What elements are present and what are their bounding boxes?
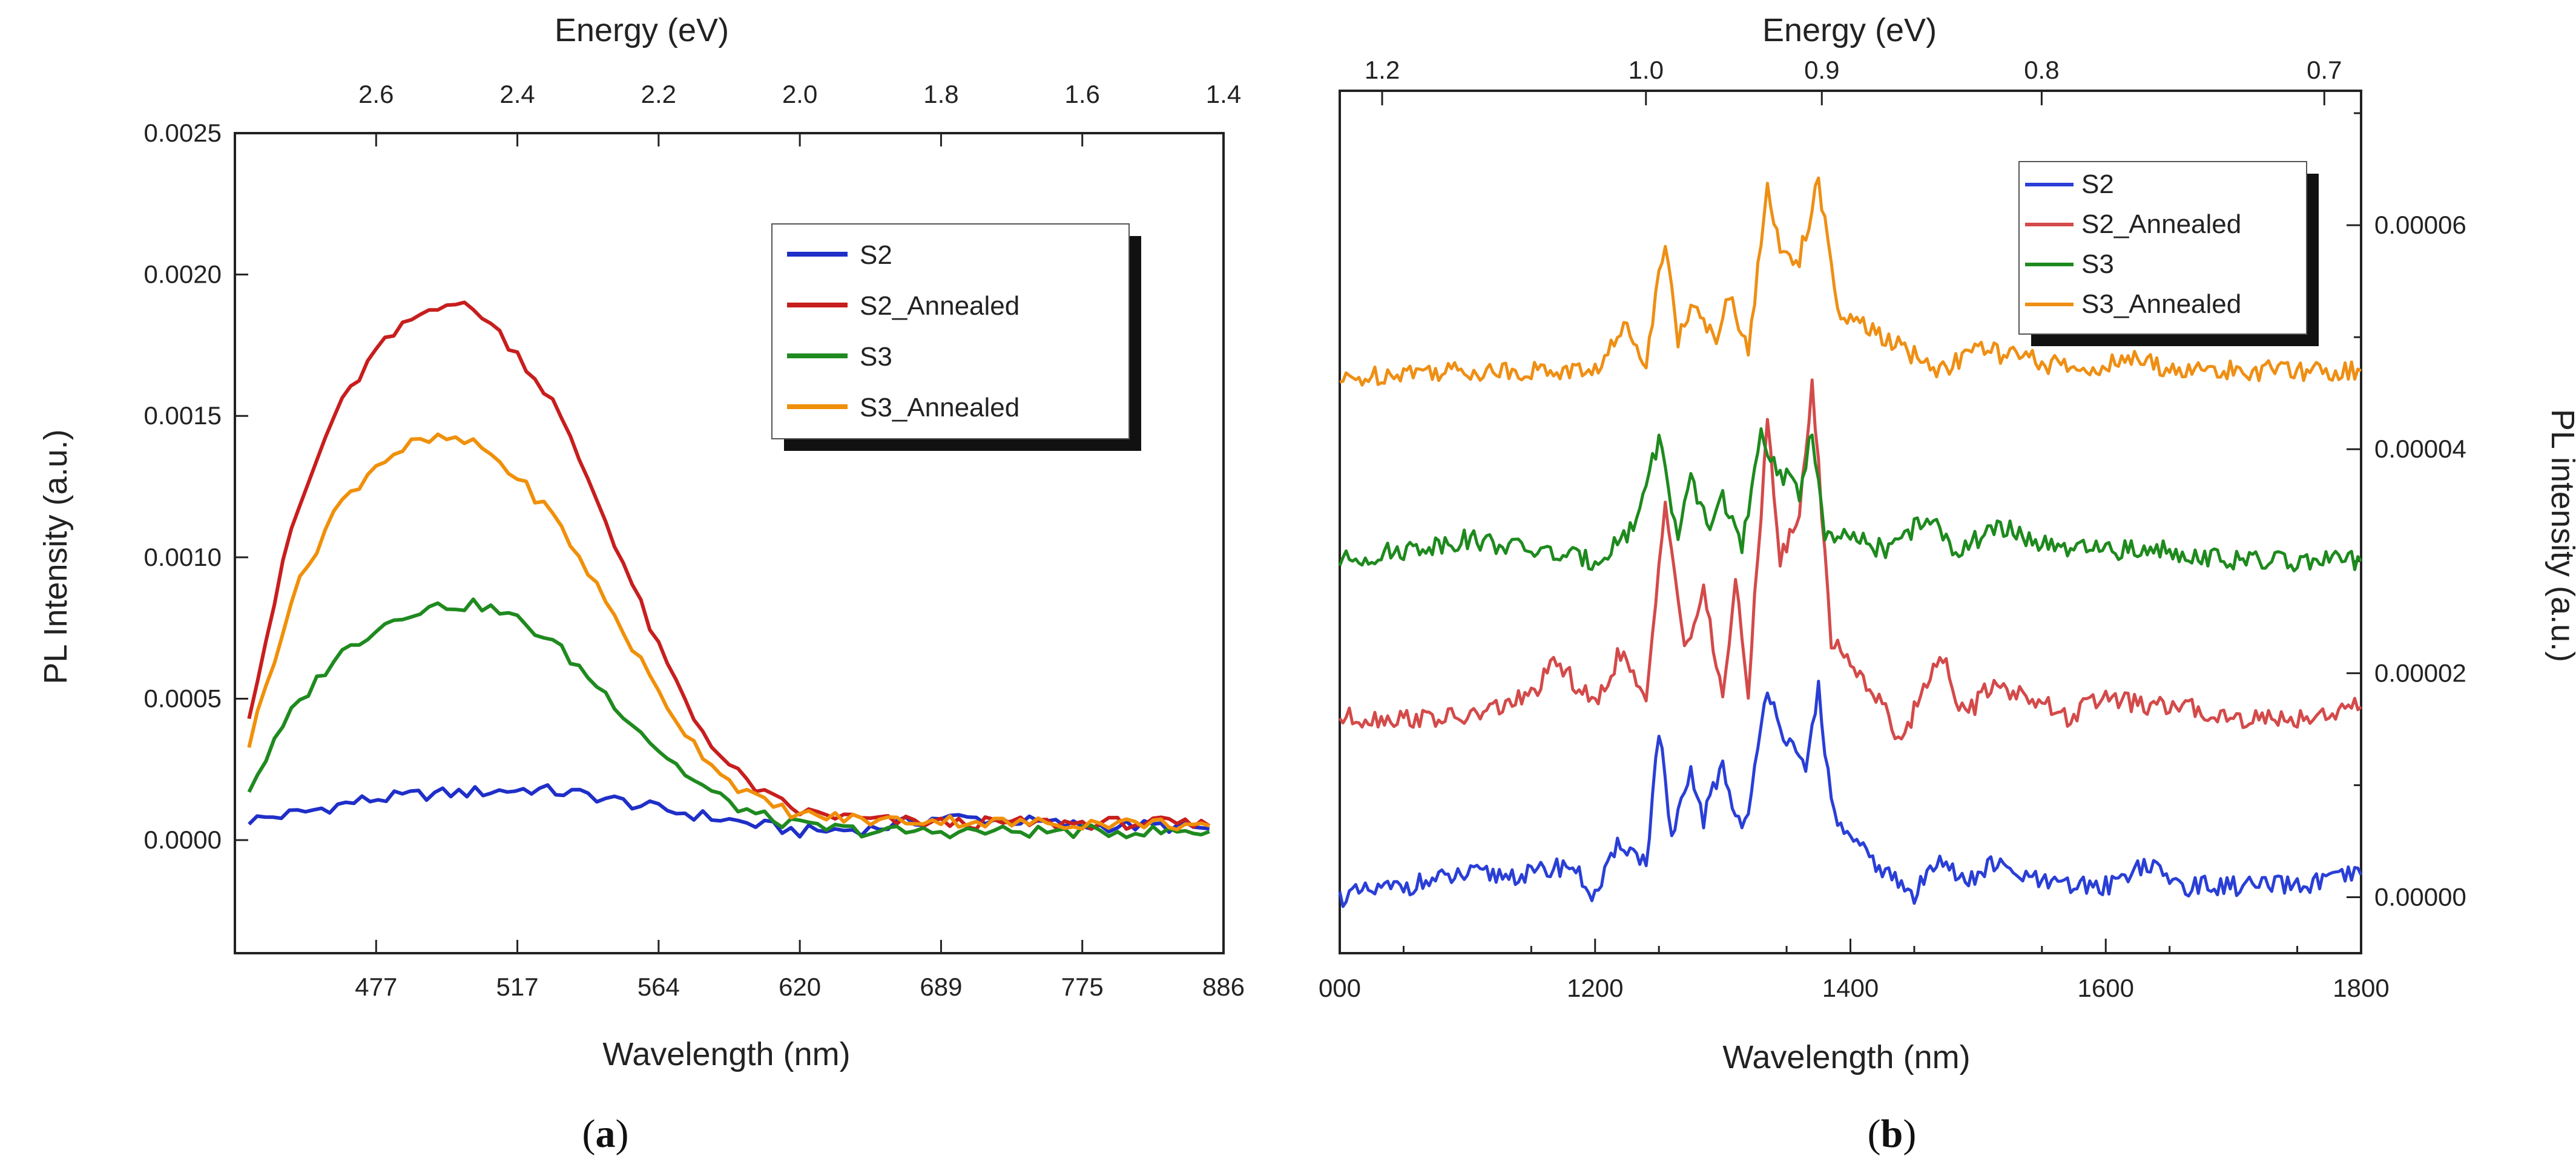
- panel-b-series-line-s3: [1338, 427, 2363, 573]
- panel-b-x-tick-label: 1200: [1567, 974, 1623, 1002]
- panel-b-top-tick-label: 1.2: [1365, 56, 1400, 84]
- panel-b-label: (b): [1868, 1112, 1917, 1156]
- panel-a-legend-label-s3: S3: [860, 342, 892, 372]
- panel-b-x-tick-label: 000: [1319, 974, 1361, 1002]
- panel-b-x-tick-label: 1600: [2078, 974, 2134, 1002]
- panel-b-legend-label-s3: S3: [2081, 249, 2114, 279]
- panel-a-ylabel: PL Intensity (a.u.): [38, 429, 74, 684]
- panel-b-top-tick-label: 1.0: [1629, 56, 1664, 84]
- panel-b-y-tick-label: 0.00000: [2374, 882, 2466, 911]
- panel-a-series-line-s3-annealed: [247, 432, 1210, 832]
- panel-a-x-tick-label: 620: [779, 973, 821, 1001]
- panel-a-plot-frame: [234, 132, 1225, 954]
- panel-b-chart: 0.00000 0.00002 0.00004 0.00006 000 1200 1400…: [1319, 12, 2576, 1156]
- panel-a-top-tick-label: 1.8: [923, 80, 958, 108]
- panel-b-series-line-s2: [1338, 680, 2363, 908]
- panel-a-label: (a): [582, 1112, 629, 1156]
- panel-a-y-tick-label: 0.0000: [144, 825, 222, 854]
- panel-b-y-tick-label: 0.00002: [2374, 658, 2466, 687]
- panel-a-top-tick-label: 2.6: [358, 80, 394, 108]
- panel-b-legend-label-s3-annealed: S3_Annealed: [2081, 289, 2241, 319]
- panel-a-top-xlabel: Energy (eV): [555, 12, 729, 48]
- panel-b-x-tick-label: 1400: [1822, 974, 1879, 1002]
- panel-a-x-tick-label: 689: [920, 973, 962, 1001]
- panel-a-legend: S2 S2_Annealed S3 S3_Annealed: [771, 223, 1141, 451]
- panel-a-top-tick-label: 2.2: [641, 80, 676, 108]
- panel-b-top-tick-label: 0.7: [2307, 56, 2342, 84]
- panel-a-legend-box: [771, 223, 1130, 439]
- panel-a-y-tick-label: 0.0005: [144, 684, 222, 712]
- panel-b-x-tick-label: 1800: [2333, 974, 2389, 1002]
- panel-b-y-tick-label: 0.00006: [2374, 211, 2466, 239]
- panel-b-series-line-s2-annealed: [1338, 378, 2362, 741]
- panel-a-x-tick-label: 564: [637, 973, 680, 1001]
- panel-a-x-tick-label: 517: [496, 973, 539, 1001]
- panel-a-x-tick-label: 477: [355, 973, 397, 1001]
- panel-b-top-xlabel: Energy (eV): [1762, 12, 1937, 48]
- panel-b-legend-label-s2-annealed: S2_Annealed: [2081, 209, 2241, 239]
- panel-a-legend-label-s3-annealed: S3_Annealed: [860, 393, 1020, 422]
- panel-b-y-tick-label: 0.00004: [2374, 435, 2466, 463]
- panel-a-chart: 0.0000 0.0005 0.0010 0.0015 0.0020 0.0025 477…: [38, 12, 1245, 1156]
- panel-a-top-tick-label: 1.4: [1206, 80, 1241, 108]
- panel-b-top-tick-label: 0.9: [1804, 56, 1839, 84]
- panel-a-x-tick-label: 775: [1061, 973, 1104, 1001]
- panel-a-top-tick-label: 1.6: [1065, 80, 1100, 108]
- panel-a-top-tick-label: 2.4: [499, 80, 535, 108]
- panel-b-series-line-s3-annealed: [1339, 176, 2362, 387]
- panel-b-legend-label-s2: S2: [2081, 169, 2114, 199]
- panel-a-series-line-s3: [247, 597, 1210, 839]
- panel-b-xlabel: Wavelength (nm): [1722, 1039, 1970, 1075]
- panel-a-legend-label-s2: S2: [860, 240, 892, 270]
- panel-b-legend: S2 S2_Annealed S3 S3_Annealed: [2018, 161, 2319, 346]
- panel-a-y-tick-label: 0.0010: [144, 543, 222, 571]
- panel-a-legend-label-s2-annealed: S2_Annealed: [860, 291, 1020, 321]
- panel-a-y-tick-label: 0.0020: [144, 260, 222, 289]
- panel-b-top-tick-label: 0.8: [2024, 56, 2059, 84]
- panel-a-top-tick-label: 2.0: [782, 80, 817, 108]
- panel-a-y-tick-label: 0.0025: [144, 119, 222, 147]
- panel-b-ylabel: PL intensity (a.u.): [2545, 409, 2576, 662]
- panel-a-xlabel: Wavelength (nm): [602, 1036, 850, 1072]
- panel-a-x-tick-label: 886: [1202, 973, 1245, 1001]
- panel-a-y-tick-label: 0.0015: [144, 401, 222, 430]
